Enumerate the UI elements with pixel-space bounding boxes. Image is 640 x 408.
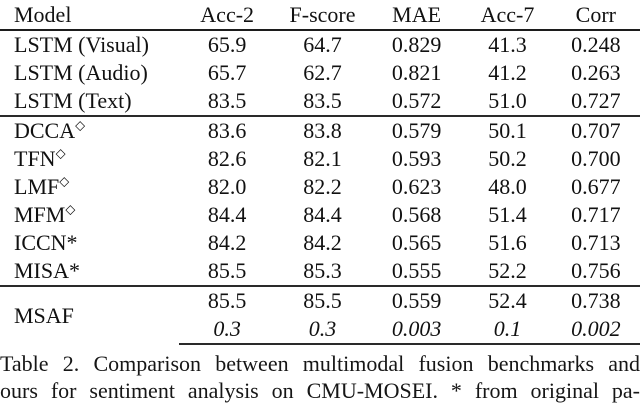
- model-cell: LSTM (Audio): [14, 60, 148, 85]
- caption-line-1: Table 2. Comparison between multimodal f…: [0, 351, 640, 376]
- diamond-marker: ◇: [55, 145, 66, 161]
- value-cell: 51.4: [488, 202, 527, 227]
- value-cell: 0.707: [571, 118, 621, 143]
- value-cell: 0.579: [391, 118, 442, 143]
- std-value-cell: 0.002: [551, 315, 640, 345]
- caption-line-2: ours for sentiment analysis on CMU-MOSEI…: [0, 378, 640, 403]
- column-header-acc7: Acc-7: [463, 0, 552, 31]
- table-row-misa: MISA* 85.5 85.3 0.555 52.2 0.756: [0, 257, 640, 287]
- value-cell: 0.263: [571, 60, 621, 85]
- value-cell: 82.6: [207, 146, 247, 171]
- value-cell: 85.5: [179, 257, 276, 287]
- table-row-tfn: TFN◇ 82.6 82.1 0.593 50.2 0.700: [0, 145, 640, 173]
- diamond-marker: ◇: [65, 201, 76, 217]
- std-value-cell: 0.003: [369, 315, 464, 345]
- value-cell: 0.717: [571, 202, 621, 227]
- value-cell: 41.2: [488, 60, 527, 85]
- model-cell: LMF◇: [14, 173, 70, 199]
- table-row-lstm-visual: LSTM (Visual) 65.9 64.7 0.829 41.3 0.248: [0, 30, 640, 59]
- value-cell: 85.5: [303, 288, 342, 313]
- value-cell: 41.3: [488, 32, 527, 57]
- value-cell: 51.6: [488, 230, 527, 255]
- value-cell: 0.727: [551, 87, 640, 117]
- value-cell: 84.4: [303, 202, 342, 227]
- std-value-cell: 0.1: [463, 315, 552, 345]
- model-cell: MFM◇: [14, 201, 76, 227]
- model-cell: TFN◇: [14, 145, 66, 171]
- value-cell: 0.555: [369, 257, 464, 287]
- column-header-acc2: Acc-2: [179, 0, 276, 31]
- value-cell: 0.572: [369, 87, 464, 117]
- value-cell: 0.738: [571, 288, 621, 313]
- value-cell: 0.677: [571, 174, 621, 199]
- model-cell: DCCA◇: [14, 117, 86, 143]
- value-cell: 0.821: [391, 60, 442, 85]
- column-header-corr: Corr: [551, 0, 640, 31]
- value-cell: 52.2: [463, 257, 552, 287]
- model-cell: LSTM (Text): [0, 87, 180, 117]
- value-cell: 84.2: [303, 230, 342, 255]
- value-cell: 82.1: [303, 146, 342, 171]
- table-header-row: Model Acc-2 F-score MAE Acc-7 Corr: [0, 0, 640, 31]
- value-cell: 50.2: [488, 146, 527, 171]
- table-caption: Table 2. Comparison between multimodal f…: [0, 350, 640, 404]
- value-cell: 64.7: [303, 32, 342, 57]
- column-header-model: Model: [0, 0, 180, 31]
- value-cell: 85.5: [207, 288, 247, 313]
- value-cell: 83.8: [303, 118, 342, 143]
- value-cell: 83.5: [179, 87, 276, 117]
- value-cell: 65.7: [207, 60, 247, 85]
- value-cell: 48.0: [488, 174, 527, 199]
- column-header-mae: MAE: [369, 0, 464, 31]
- value-cell: 0.248: [571, 32, 621, 57]
- value-cell: 62.7: [303, 60, 342, 85]
- value-cell: 0.565: [391, 230, 442, 255]
- results-table: Model Acc-2 F-score MAE Acc-7 Corr LSTM …: [0, 0, 640, 345]
- value-cell: 84.2: [207, 230, 247, 255]
- value-cell: 84.4: [207, 202, 247, 227]
- std-value-cell: 0.3: [179, 315, 276, 345]
- value-cell: 85.3: [275, 257, 370, 287]
- value-cell: 83.6: [207, 118, 247, 143]
- table-row-msaf-std: 0.3 0.3 0.003 0.1 0.002: [0, 315, 640, 345]
- value-cell: 65.9: [207, 32, 247, 57]
- model-cell: MISA*: [0, 257, 180, 287]
- table-row-iccn: ICCN* 84.2 84.2 0.565 51.6 0.713: [0, 229, 640, 257]
- value-cell: 0.756: [551, 257, 640, 287]
- value-cell: 51.0: [463, 87, 552, 117]
- diamond-marker: ◇: [75, 117, 86, 133]
- table-row-mfm: MFM◇ 84.4 84.4 0.568 51.4 0.717: [0, 201, 640, 229]
- value-cell: 0.623: [391, 174, 442, 199]
- value-cell: 52.4: [488, 288, 527, 313]
- diamond-marker: ◇: [59, 173, 70, 189]
- value-cell: 0.713: [571, 230, 621, 255]
- table-row-lstm-text: LSTM (Text) 83.5 83.5 0.572 51.0 0.727: [0, 87, 640, 117]
- table-row-dcca: DCCA◇ 83.6 83.8 0.579 50.1 0.707: [0, 116, 640, 145]
- value-cell: 0.829: [391, 32, 442, 57]
- value-cell: 50.1: [488, 118, 527, 143]
- table-row-lstm-audio: LSTM (Audio) 65.7 62.7 0.821 41.2 0.263: [0, 59, 640, 87]
- value-cell: 82.0: [207, 174, 247, 199]
- value-cell: 0.593: [391, 146, 442, 171]
- table-row-lmf: LMF◇ 82.0 82.2 0.623 48.0 0.677: [0, 173, 640, 201]
- model-cell: LSTM (Visual): [14, 32, 149, 57]
- std-value-cell: 0.3: [275, 315, 370, 345]
- value-cell: 0.559: [391, 288, 442, 313]
- model-cell: MSAF: [14, 302, 74, 328]
- value-cell: 82.2: [303, 174, 342, 199]
- value-cell: 0.568: [391, 202, 442, 227]
- model-cell: ICCN*: [14, 230, 78, 255]
- table-row-msaf-main: MSAF 85.5 85.5 0.559 52.4 0.738: [0, 286, 640, 328]
- value-cell: 0.700: [571, 146, 621, 171]
- value-cell: 83.5: [275, 87, 370, 117]
- column-header-fscore: F-score: [275, 0, 370, 31]
